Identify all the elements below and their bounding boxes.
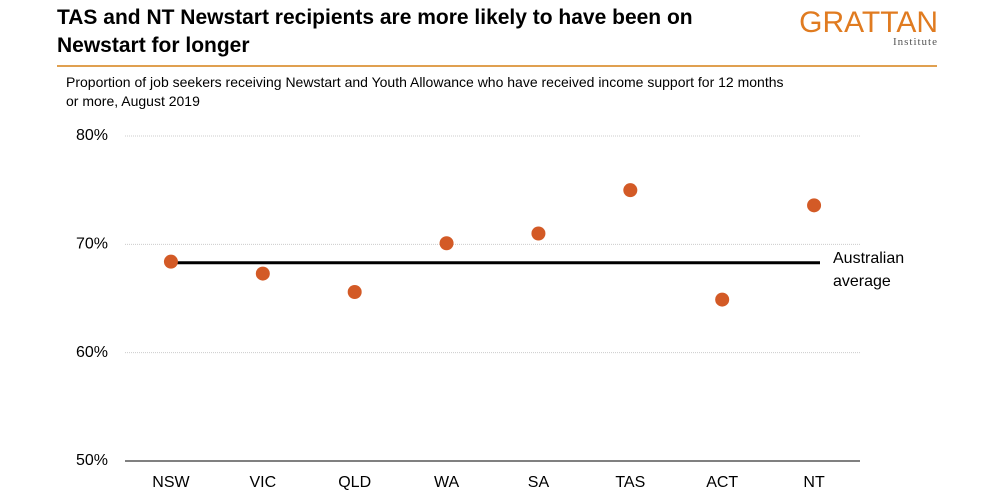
x-tick-label: ACT [706,474,738,491]
dot [255,266,270,281]
logo: GRATTAN [799,6,938,39]
x-tick-label: VIC [249,474,276,491]
y-tick-label: 60% [76,344,108,361]
chart-title: TAS and NT Newstart recipients are more … [57,6,693,57]
dot [347,285,362,299]
x-tick-label: QLD [338,474,371,491]
reference-label: Australian average [833,250,905,290]
y-tick-label: 70% [76,236,108,253]
y-tick-label: 80% [76,127,108,144]
dot [439,236,454,251]
dot [163,254,178,269]
x-tick-label: TAS [615,474,645,491]
x-tick-label: NT [803,474,825,491]
dot [807,198,822,213]
header-rule [57,65,937,67]
logo-subtitle: Institute [892,36,938,48]
x-tick-label: WA [434,474,460,491]
y-tick-label: 50% [76,452,108,469]
dot [715,292,730,307]
x-tick-label: SA [528,474,550,491]
dot [623,183,638,198]
x-tick-label: NSW [152,474,190,491]
chart-subtitle: Proportion of job seekers receiving News… [66,74,784,109]
dot [531,226,546,241]
